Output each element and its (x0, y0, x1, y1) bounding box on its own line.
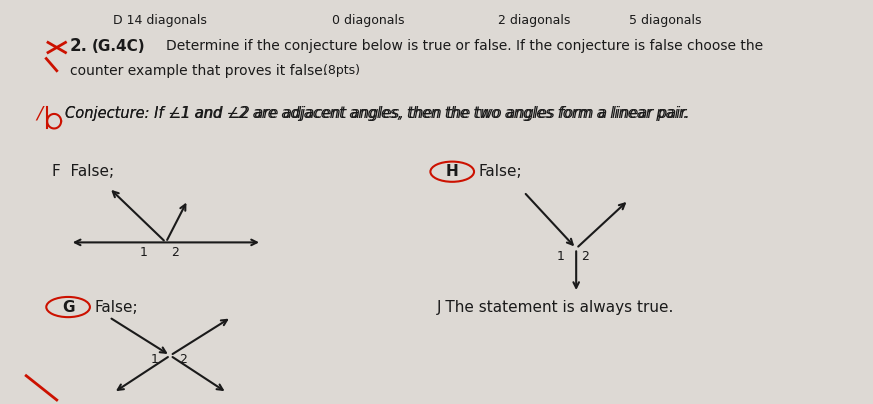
Text: Conjecture: If −1 and −2 are adjacent angles, then the two angles form a linear : Conjecture: If −1 and −2 are adjacent an… (65, 106, 688, 122)
Text: Determine if the conjecture below is true or false. If the conjecture is false c: Determine if the conjecture below is tru… (166, 40, 763, 53)
Text: 2: 2 (581, 250, 589, 263)
Text: F  False;: F False; (52, 164, 114, 179)
Text: 2: 2 (179, 353, 188, 366)
Text: 1: 1 (150, 353, 159, 366)
Text: 1: 1 (140, 246, 148, 259)
Text: False;: False; (478, 164, 522, 179)
Text: 2.: 2. (70, 38, 88, 55)
Text: (8pts): (8pts) (319, 64, 360, 77)
Text: H: H (446, 164, 458, 179)
Text: (G.4C): (G.4C) (92, 39, 145, 54)
Text: 1: 1 (556, 250, 565, 263)
Text: /: / (36, 104, 43, 122)
Text: D 14 diagonals: D 14 diagonals (113, 14, 208, 27)
Text: 2: 2 (170, 246, 179, 259)
Text: J The statement is always true.: J The statement is always true. (436, 299, 674, 315)
Text: 2 diagonals: 2 diagonals (498, 14, 570, 27)
Text: G: G (62, 299, 74, 315)
Text: False;: False; (94, 299, 138, 315)
Text: 0 diagonals: 0 diagonals (332, 14, 404, 27)
Text: counter example that proves it false.: counter example that proves it false. (70, 64, 327, 78)
Text: Conjecture: If ∠1 and ∠2 are adjacent angles, then the two angles form a linear : Conjecture: If ∠1 and ∠2 are adjacent an… (65, 106, 690, 122)
Text: 5 diagonals: 5 diagonals (629, 14, 701, 27)
